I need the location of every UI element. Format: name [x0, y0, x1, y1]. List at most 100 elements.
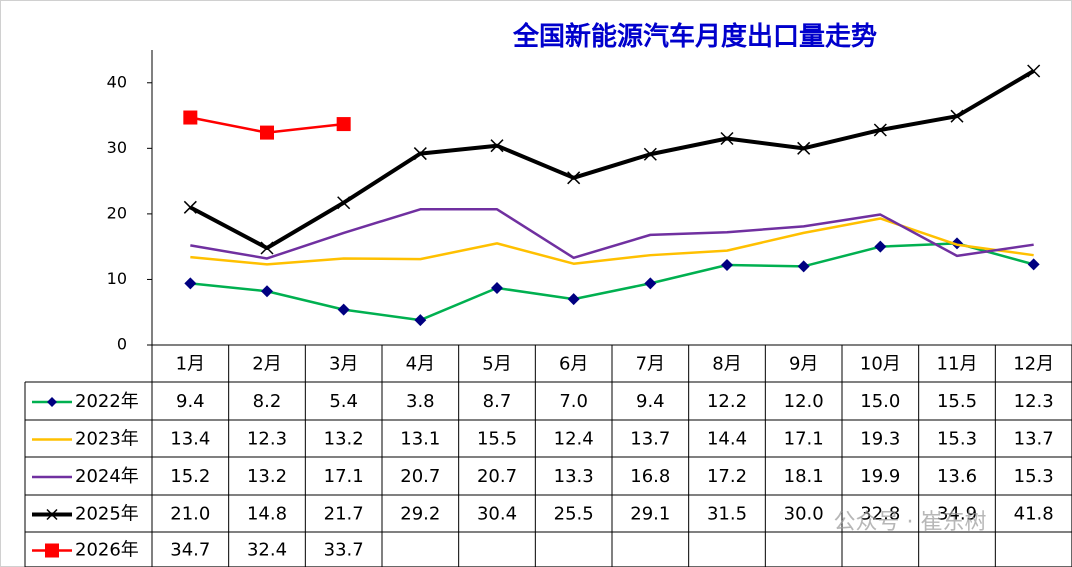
x-tick-label: 6月 — [559, 354, 588, 375]
table-value: 12.3 — [1014, 391, 1054, 412]
marker — [874, 240, 887, 253]
watermark: 公众号 · 崔东树 — [834, 510, 987, 535]
table-value: 19.9 — [860, 466, 900, 487]
table-value: 33.7 — [324, 540, 364, 561]
table-value: 20.7 — [400, 466, 440, 487]
marker — [490, 139, 504, 153]
marker — [567, 171, 581, 185]
table-value: 8.7 — [483, 391, 512, 412]
y-tick-label: 40 — [107, 72, 127, 91]
table-value: 13.3 — [554, 466, 594, 487]
marker — [567, 293, 580, 306]
marker — [950, 109, 964, 123]
x-tick-label: 1月 — [176, 354, 205, 375]
table-value: 15.5 — [477, 429, 517, 450]
table-value: 19.3 — [860, 429, 900, 450]
legend-label: 2026年 — [75, 540, 139, 561]
table-value: 13.2 — [247, 466, 287, 487]
table-value: 30.4 — [477, 504, 517, 525]
marker — [413, 147, 427, 161]
legend-label: 2025年 — [75, 504, 139, 525]
table-value: 15.0 — [860, 391, 900, 412]
table-value: 29.2 — [400, 504, 440, 525]
marker — [1027, 258, 1040, 271]
x-tick-label: 2月 — [252, 354, 281, 375]
x-tick-label: 11月 — [937, 354, 978, 375]
table-value: 13.7 — [1014, 429, 1054, 450]
x-tick-label: 4月 — [406, 354, 435, 375]
marker — [414, 314, 427, 327]
table-value: 13.4 — [170, 429, 210, 450]
marker — [260, 241, 274, 255]
table-value: 9.4 — [176, 391, 205, 412]
table-value: 13.6 — [937, 466, 977, 487]
marker — [337, 196, 351, 210]
table-value: 3.8 — [406, 391, 435, 412]
table-value: 13.1 — [400, 429, 440, 450]
x-tick-label: 7月 — [636, 354, 665, 375]
marker — [797, 141, 811, 155]
table-value: 16.8 — [630, 466, 670, 487]
table-value: 20.7 — [477, 466, 517, 487]
legend-label: 2022年 — [75, 391, 139, 412]
table-value: 32.8 — [860, 504, 900, 525]
y-tick-label: 0 — [117, 335, 127, 354]
legend-label: 2024年 — [75, 466, 139, 487]
legend-label: 2023年 — [75, 429, 139, 450]
y-tick-label: 10 — [107, 269, 127, 288]
marker — [45, 543, 59, 558]
marker — [491, 281, 503, 294]
table-value: 15.5 — [937, 391, 977, 412]
table-value: 15.2 — [170, 466, 210, 487]
table-value: 9.4 — [636, 391, 665, 412]
marker — [183, 110, 198, 125]
marker — [721, 259, 733, 272]
table-value: 21.7 — [324, 504, 364, 525]
table-value: 21.0 — [170, 504, 210, 525]
table-value: 12.3 — [247, 429, 287, 450]
series-line — [190, 242, 1034, 322]
table-value: 34.9 — [937, 504, 977, 525]
marker — [261, 285, 273, 298]
y-tick-label: 30 — [107, 138, 127, 157]
table-value: 13.2 — [324, 429, 364, 450]
marker — [643, 147, 657, 161]
table-value: 12.2 — [707, 391, 747, 412]
chart-title: 全国新能源汽车月度出口量走势 — [512, 21, 877, 52]
table-value: 41.8 — [1014, 504, 1054, 525]
table-value: 14.4 — [707, 429, 747, 450]
table-value: 5.4 — [329, 391, 358, 412]
marker — [260, 125, 274, 140]
marker — [797, 260, 810, 273]
marker — [184, 277, 197, 290]
marker — [46, 508, 58, 521]
marker — [337, 303, 350, 316]
marker — [873, 123, 887, 137]
x-tick-label: 10月 — [860, 354, 901, 375]
series-line — [190, 208, 1034, 260]
marker — [47, 397, 57, 407]
table-value: 17.1 — [784, 429, 824, 450]
marker — [644, 277, 657, 290]
series-line — [189, 69, 1035, 250]
marker — [336, 117, 351, 132]
table-value: 25.5 — [554, 504, 594, 525]
table-value: 7.0 — [559, 391, 588, 412]
table-value: 12.0 — [784, 391, 824, 412]
table-value: 32.4 — [247, 540, 287, 561]
table-value: 17.1 — [324, 466, 364, 487]
x-tick-label: 9月 — [789, 354, 818, 375]
table-value: 17.2 — [707, 466, 747, 487]
table-value: 8.2 — [253, 391, 282, 412]
marker — [720, 131, 734, 146]
table-value: 31.5 — [707, 504, 747, 525]
table-value: 14.8 — [247, 504, 287, 525]
x-tick-label: 12月 — [1013, 354, 1054, 375]
table-value: 15.3 — [937, 429, 977, 450]
table-value: 12.4 — [554, 429, 594, 450]
table-value: 15.3 — [1014, 466, 1054, 487]
table-value: 13.7 — [630, 429, 670, 450]
table-value: 29.1 — [630, 504, 670, 525]
